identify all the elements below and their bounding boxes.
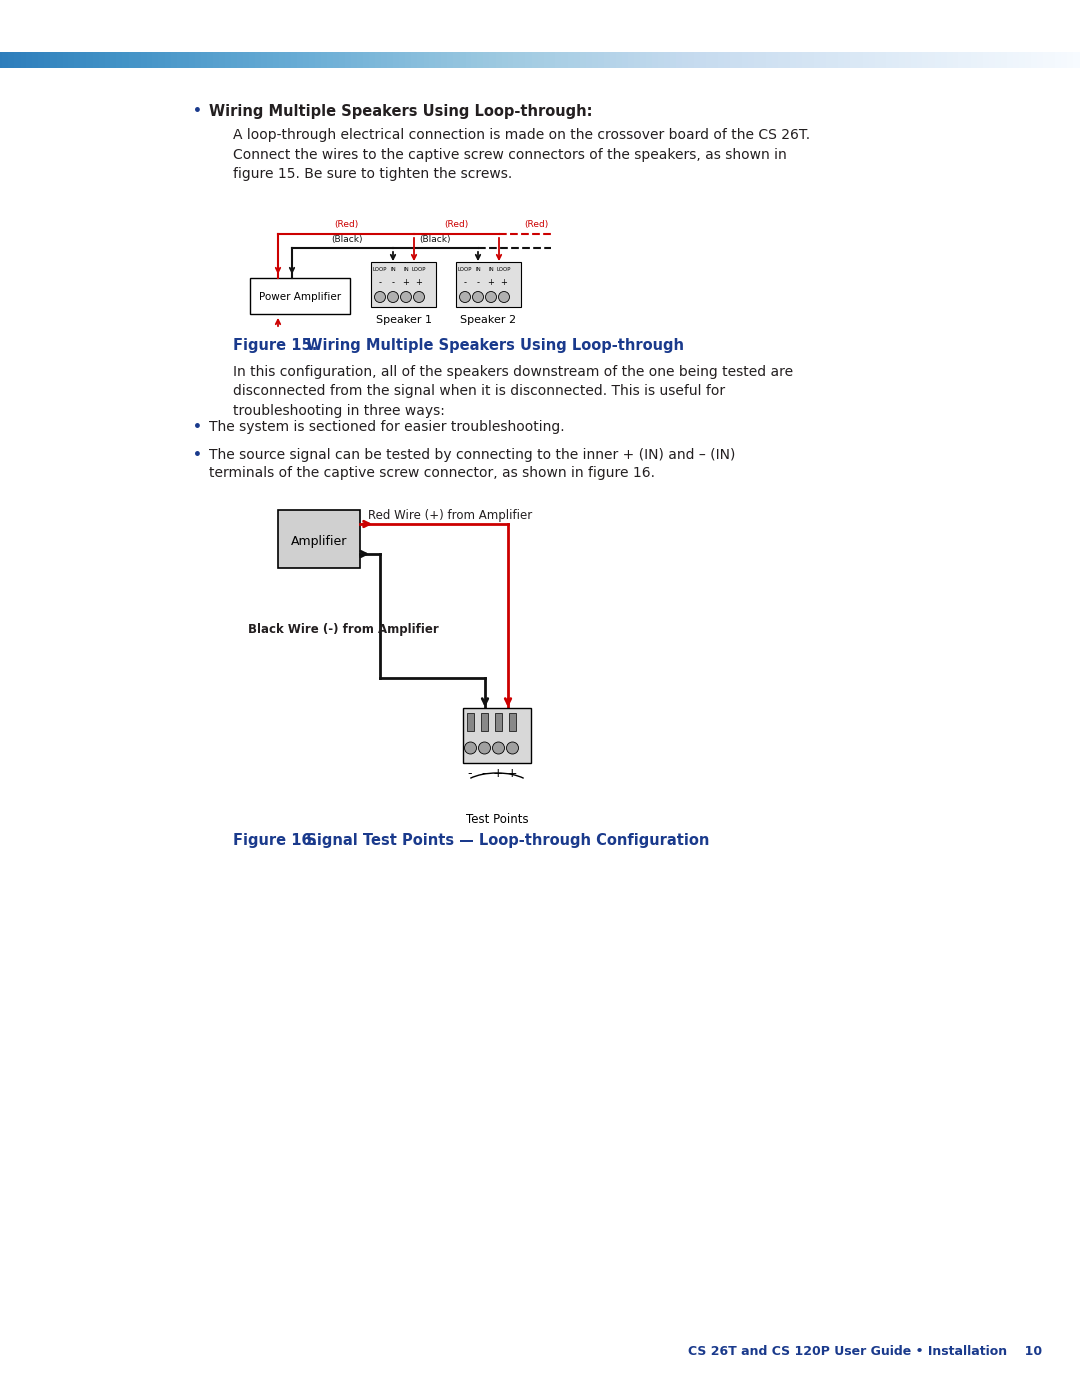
Text: The system is sectioned for easier troubleshooting.: The system is sectioned for easier troub… — [210, 420, 565, 434]
Circle shape — [401, 292, 411, 303]
Text: Power Amplifier: Power Amplifier — [259, 292, 341, 302]
Text: -: - — [463, 278, 467, 286]
Text: +: + — [416, 278, 422, 286]
Text: +: + — [500, 278, 508, 286]
Text: LOOP: LOOP — [373, 267, 388, 272]
Text: IN: IN — [488, 267, 494, 272]
Circle shape — [486, 292, 497, 303]
Text: Black Wire (-) from Amplifier: Black Wire (-) from Amplifier — [248, 623, 438, 636]
Text: terminals of the captive screw connector, as shown in figure 16.: terminals of the captive screw connector… — [210, 467, 654, 481]
Text: +: + — [487, 278, 495, 286]
Text: -: - — [476, 278, 480, 286]
Text: IN: IN — [475, 267, 481, 272]
Text: A loop-through electrical connection is made on the crossover board of the CS 26: A loop-through electrical connection is … — [233, 129, 810, 182]
Text: +: + — [507, 767, 517, 780]
Circle shape — [464, 742, 476, 754]
Text: LOOP: LOOP — [497, 267, 511, 272]
Bar — [509, 712, 516, 731]
Bar — [278, 510, 360, 569]
Text: Speaker 2: Speaker 2 — [460, 314, 516, 326]
Text: •: • — [193, 420, 202, 434]
Bar — [456, 263, 521, 307]
Text: In this configuration, all of the speakers downstream of the one being tested ar: In this configuration, all of the speake… — [233, 365, 793, 418]
Circle shape — [473, 292, 484, 303]
Text: +: + — [403, 278, 409, 286]
Bar — [249, 278, 350, 314]
Circle shape — [388, 292, 399, 303]
Text: Figure 16.: Figure 16. — [233, 833, 318, 848]
Bar — [463, 708, 531, 763]
Text: (Black): (Black) — [419, 235, 450, 244]
Text: Wiring Multiple Speakers Using Loop-through: Wiring Multiple Speakers Using Loop-thro… — [291, 338, 684, 353]
Text: •: • — [193, 448, 202, 462]
Text: •: • — [193, 103, 202, 117]
Bar — [467, 712, 474, 731]
Circle shape — [478, 742, 490, 754]
Text: The source signal can be tested by connecting to the inner + (IN) and – (IN): The source signal can be tested by conne… — [210, 448, 735, 462]
Text: IN: IN — [390, 267, 396, 272]
Text: Wiring Multiple Speakers Using Loop-through:: Wiring Multiple Speakers Using Loop-thro… — [210, 103, 593, 119]
Text: (Red): (Red) — [334, 219, 359, 229]
Circle shape — [507, 742, 518, 754]
Bar — [495, 712, 502, 731]
Bar — [372, 263, 436, 307]
Text: -: - — [468, 767, 472, 780]
Text: CS 26T and CS 120P User Guide • Installation    10: CS 26T and CS 120P User Guide • Installa… — [688, 1345, 1042, 1358]
Bar — [481, 712, 488, 731]
Text: Amplifier: Amplifier — [291, 535, 347, 548]
Text: Red Wire (+) from Amplifier: Red Wire (+) from Amplifier — [368, 509, 532, 522]
Text: (Red): (Red) — [444, 219, 468, 229]
Text: LOOP: LOOP — [411, 267, 427, 272]
Circle shape — [492, 742, 504, 754]
Circle shape — [459, 292, 471, 303]
Circle shape — [499, 292, 510, 303]
Circle shape — [375, 292, 386, 303]
Text: Speaker 1: Speaker 1 — [376, 314, 432, 326]
Text: Figure 15.: Figure 15. — [233, 338, 318, 353]
Text: -: - — [391, 278, 394, 286]
Text: (Black): (Black) — [332, 235, 363, 244]
Text: LOOP: LOOP — [458, 267, 472, 272]
Text: (Red): (Red) — [524, 219, 549, 229]
Text: -: - — [378, 278, 381, 286]
Text: -: - — [482, 767, 486, 780]
Text: Test Points: Test Points — [465, 813, 528, 826]
Text: +: + — [492, 767, 503, 780]
Circle shape — [414, 292, 424, 303]
Text: Signal Test Points — Loop-through Configuration: Signal Test Points — Loop-through Config… — [291, 833, 710, 848]
Text: IN: IN — [403, 267, 409, 272]
